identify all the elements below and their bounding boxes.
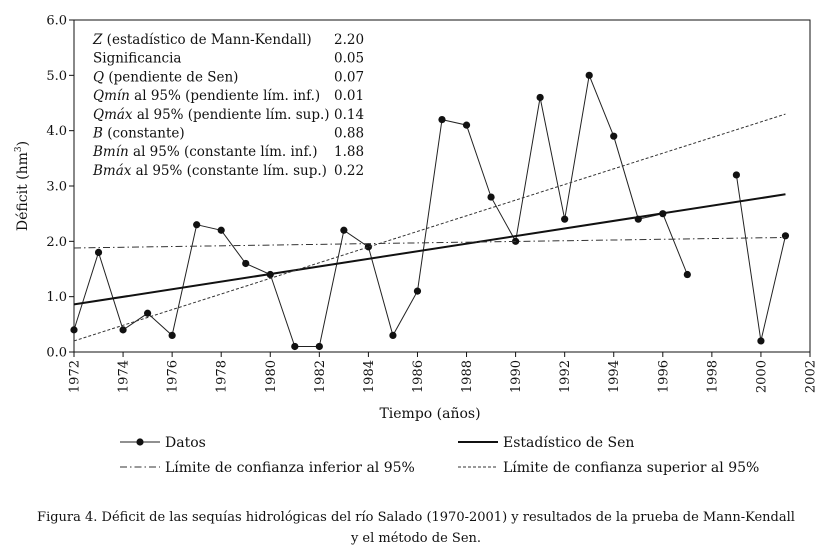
stat-symbol: Bmín — [92, 144, 129, 160]
stat-value: 0.22 — [334, 163, 364, 179]
y-tick-label: 0.0 — [46, 346, 67, 361]
data-point — [536, 93, 544, 102]
stat-symbol: Bmáx — [92, 163, 132, 179]
y-tick-label: 2.0 — [46, 235, 67, 250]
lower-confidence-line — [73, 236, 786, 249]
x-tick-label: 1990 — [509, 360, 524, 393]
x-tick-label: 1982 — [313, 360, 328, 393]
x-tick-label: 1988 — [460, 360, 475, 393]
data-point — [315, 342, 323, 351]
x-tick-label: 1986 — [411, 360, 426, 393]
stat-description: (estadístico de Mann-Kendall) — [102, 32, 311, 48]
stat-description: Significancia — [93, 51, 181, 67]
data-point — [561, 215, 569, 223]
y-axis-title-superscript: 3 — [14, 146, 24, 152]
data-point — [168, 331, 176, 339]
x-tick-label: 1984 — [362, 360, 377, 393]
stat-description: al 95% (pendiente lím. inf.) — [130, 88, 320, 104]
data-point — [242, 259, 250, 268]
stat-value: 0.07 — [334, 69, 364, 85]
stat-label: Qmín al 95% (pendiente lím. inf.) — [93, 88, 320, 104]
figure-caption-line-2: y el método de Sen. — [350, 531, 482, 546]
y-axis-title-main: Déficit (hm — [15, 152, 31, 231]
stat-symbol: B — [92, 126, 103, 142]
stat-value: 0.01 — [334, 88, 364, 104]
stat-label: Bmín al 95% (constante lím. inf.) — [92, 144, 318, 160]
x-tick-label: 1996 — [656, 360, 671, 393]
x-tick-label: 1978 — [215, 360, 230, 393]
sen-trend-line — [73, 193, 786, 306]
legend-label: Estadístico de Sen — [503, 435, 634, 451]
x-tick-label: 1974 — [117, 360, 132, 393]
stat-value: 0.05 — [334, 51, 364, 67]
x-tick-label: 1980 — [264, 360, 279, 393]
stat-symbol: Q — [93, 69, 104, 85]
legend-label: Límite de confianza inferior al 95% — [165, 460, 415, 476]
data-point — [438, 116, 446, 124]
stat-description: (constante) — [103, 126, 185, 142]
x-tick-label: 2000 — [754, 360, 769, 393]
chart: 0.0 1.0 2.0 3.0 4.0 5.0 6.0 1972 1974 1976 1978 198… — [14, 14, 819, 477]
data-point — [217, 226, 225, 234]
data-point — [144, 309, 152, 317]
y-tick-label: 4.0 — [46, 124, 67, 139]
stat-symbol: Qmín — [93, 88, 130, 104]
y-tick-label: 5.0 — [46, 69, 67, 84]
y-axis-title-close: ) — [15, 141, 31, 146]
figure-caption-line-1: Figura 4. Déficit de las sequías hidroló… — [37, 510, 795, 525]
data-point — [683, 270, 691, 279]
stat-value: 0.14 — [334, 107, 364, 123]
data-point — [119, 326, 127, 334]
data-point — [610, 132, 618, 140]
y-tick-label: 3.0 — [46, 180, 67, 195]
y-axis-title: Déficit (hm3) — [14, 141, 31, 231]
data-point — [389, 331, 397, 339]
stat-description: al 95% (constante lím. sup.) — [131, 163, 327, 179]
stat-value: 2.20 — [334, 32, 364, 48]
legend-label: Datos — [165, 435, 206, 451]
data-point — [585, 71, 593, 79]
data-point — [757, 337, 765, 345]
x-tick-label: 1976 — [166, 360, 181, 393]
data-point — [413, 287, 422, 295]
stat-label: Qmáx al 95% (pendiente lím. sup.) — [93, 107, 330, 123]
data-point — [94, 248, 103, 256]
x-tick-label: 2002 — [804, 360, 819, 393]
data-point — [732, 171, 741, 179]
stat-label: Significancia — [93, 51, 181, 67]
data-point — [487, 193, 495, 201]
stat-symbol: Z — [92, 32, 103, 48]
x-tick-label: 1972 — [68, 360, 83, 393]
stat-label: Bmáx al 95% (constante lím. sup.) — [92, 163, 327, 179]
legend-datos-marker — [136, 438, 144, 446]
stat-label: Q (pendiente de Sen) — [93, 69, 238, 85]
y-tick-label: 1.0 — [46, 290, 67, 305]
stat-description: al 95% (constante lím. inf.) — [129, 144, 318, 160]
stat-description: al 95% (pendiente lím. sup.) — [133, 107, 330, 123]
y-tick-label: 6.0 — [46, 14, 67, 29]
stat-value: 1.88 — [334, 144, 364, 160]
stat-description: (pendiente de Sen) — [104, 69, 238, 85]
stat-label: B (constante) — [92, 126, 185, 142]
data-point — [70, 326, 78, 334]
stat-label: Z (estadístico de Mann-Kendall) — [92, 32, 312, 48]
data-point — [462, 121, 471, 129]
data-point — [340, 226, 348, 234]
data-point — [364, 243, 372, 251]
data-point — [193, 221, 201, 229]
upper-confidence-line — [73, 113, 786, 342]
series-datos-line — [73, 73, 688, 347]
stat-value: 0.88 — [334, 126, 364, 142]
x-axis-title: Tiempo (años) — [379, 406, 480, 422]
stat-symbol: Qmáx — [93, 107, 133, 123]
x-tick-label: 1994 — [607, 360, 622, 393]
data-point — [291, 342, 299, 351]
data-point — [781, 232, 790, 240]
x-tick-label: 1992 — [558, 360, 573, 393]
legend-label: Límite de confianza superior al 95% — [503, 460, 759, 476]
x-tick-label: 1998 — [705, 360, 720, 393]
